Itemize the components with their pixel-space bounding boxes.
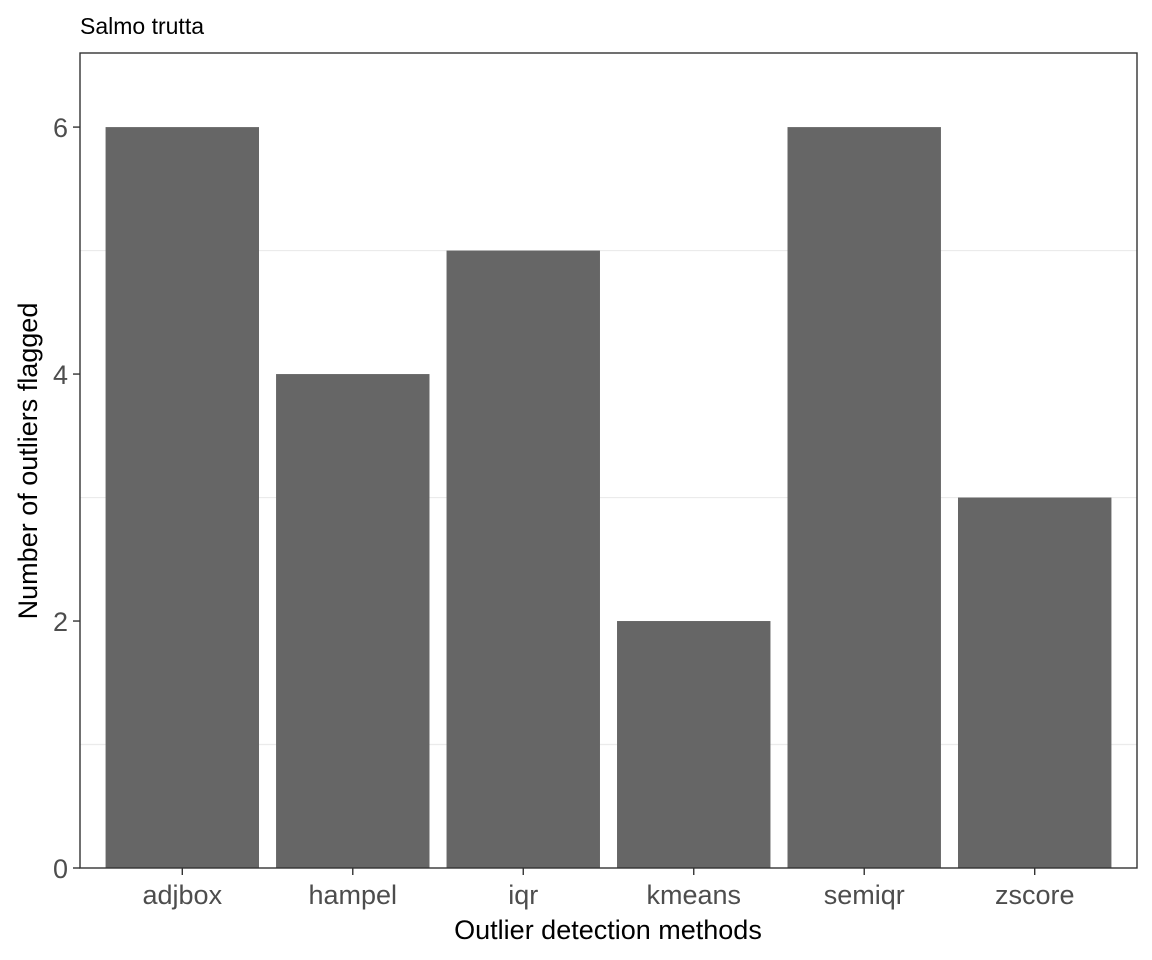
x-axis: adjbox hampel iqr kmeans semiqr zscore [143,868,1075,910]
y-tick-label: 4 [53,360,68,390]
x-tick-label: hampel [308,880,397,910]
x-tick-label: adjbox [143,880,223,910]
x-tick-label: kmeans [646,880,741,910]
chart-title: Salmo trutta [80,13,204,39]
y-tick-label: 6 [53,113,68,143]
bar-adjbox [105,127,260,868]
bar-iqr [446,250,600,869]
bar-hampel [276,374,430,868]
bar-zscore [957,497,1112,868]
x-tick-label: semiqr [824,880,905,910]
y-tick-label: 2 [53,607,68,637]
x-tick-label: zscore [995,880,1075,910]
y-axis-title: Number of outliers flagged [13,303,43,620]
bars [105,127,1112,869]
x-tick-label: iqr [508,880,538,910]
y-axis: 0 2 4 6 [53,113,80,884]
y-tick-label: 0 [53,854,68,884]
bar-semiqr [787,127,941,868]
x-axis-title: Outlier detection methods [454,915,762,945]
bar-kmeans [617,621,771,868]
plot-panel-border [79,52,1138,869]
